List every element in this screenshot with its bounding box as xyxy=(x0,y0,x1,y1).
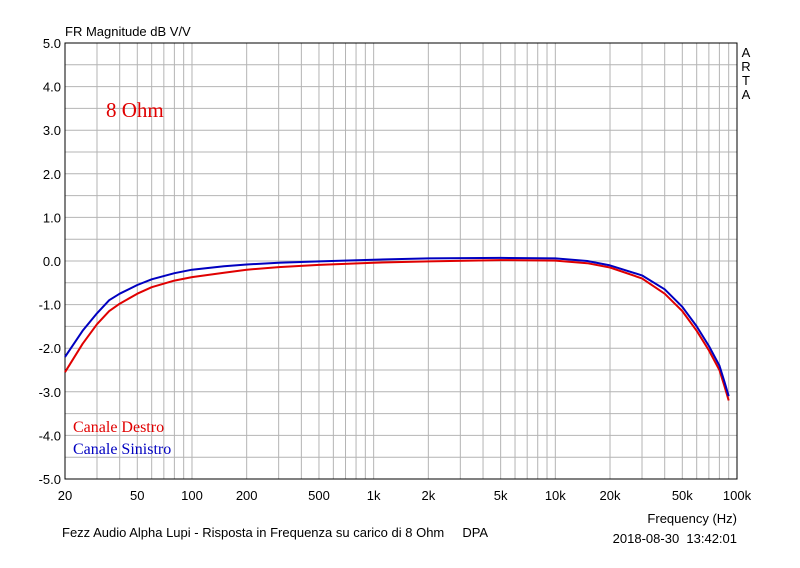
legend-entry-sinistro: Canale Sinistro xyxy=(73,441,171,458)
y-tick-label: -5.0 xyxy=(39,472,61,487)
chart-title: FR Magnitude dB V/V xyxy=(65,24,191,39)
y-tick-label: 5.0 xyxy=(43,36,61,51)
grid xyxy=(65,43,737,479)
timestamp: 2018-08-30 13:42:01 xyxy=(613,531,737,546)
x-tick-label: 5k xyxy=(494,488,508,503)
x-tick-label: 10k xyxy=(545,488,566,503)
x-tick-label: 500 xyxy=(308,488,330,503)
x-tick-label: 200 xyxy=(236,488,258,503)
y-tick-label: 3.0 xyxy=(43,123,61,138)
x-axis-ticks: 20 50 100 200 500 1k 2k 5k 10k 20k 50k 100k xyxy=(58,488,752,503)
y-tick-label: 2.0 xyxy=(43,167,61,182)
x-tick-label: 50k xyxy=(672,488,693,503)
x-tick-label: 100 xyxy=(181,488,203,503)
y-tick-label: -3.0 xyxy=(39,385,61,400)
y-tick-label: 0.0 xyxy=(43,254,61,269)
x-tick-label: 20k xyxy=(600,488,621,503)
y-axis-ticks: 5.0 4.0 3.0 2.0 1.0 0.0 -1.0 -2.0 -3.0 -4.0 -5.0 xyxy=(39,36,61,487)
annotation-label: 8 Ohm xyxy=(106,98,164,122)
y-tick-label: 1.0 xyxy=(43,210,61,225)
y-tick-label: -1.0 xyxy=(39,298,61,313)
legend-entry-destro: Canale Destro xyxy=(73,419,164,436)
x-tick-label: 100k xyxy=(723,488,752,503)
plot-frame xyxy=(64,42,738,480)
x-tick-label: 20 xyxy=(58,488,72,503)
x-tick-label: 50 xyxy=(130,488,144,503)
y-tick-label: -2.0 xyxy=(39,341,61,356)
footer-caption: Fezz Audio Alpha Lupi - Risposta in Freq… xyxy=(62,525,488,540)
y-tick-label: 4.0 xyxy=(43,80,61,95)
y-tick-label: -4.0 xyxy=(39,428,61,443)
series-line-sinistro xyxy=(64,256,730,397)
series-line-destro xyxy=(64,259,730,401)
x-tick-label: 2k xyxy=(421,488,435,503)
x-axis-label: Frequency (Hz) xyxy=(647,511,737,526)
x-tick-label: 1k xyxy=(367,488,381,503)
series-lines xyxy=(64,256,730,401)
